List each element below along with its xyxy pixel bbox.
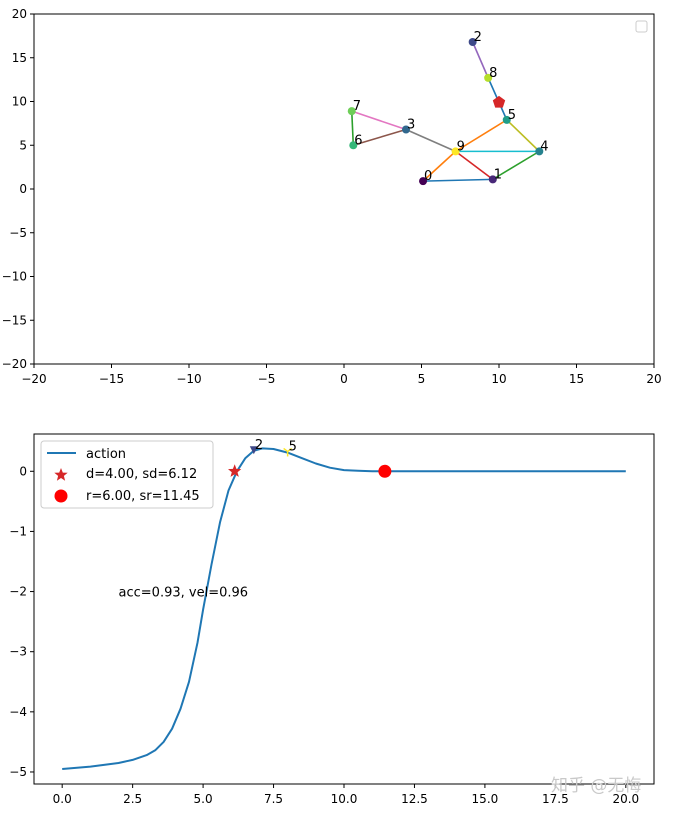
chart2-x-tick-label: 12.5 xyxy=(401,792,428,806)
chart1-point-5 xyxy=(502,115,511,124)
chart1-y-tick-label: −15 xyxy=(2,313,27,327)
legend-action-label: action xyxy=(86,447,126,462)
chart1-point-8 xyxy=(484,73,493,82)
chart2-x-tick-label: 0.0 xyxy=(53,792,72,806)
watermark: 知乎 @无悔 xyxy=(551,776,641,796)
chart1-y-tick-label: 20 xyxy=(12,7,27,21)
chart1-edge-3-6 xyxy=(353,128,407,147)
chart1-point-7 xyxy=(347,107,356,116)
chart2-y-tick-label: 0 xyxy=(19,464,27,478)
chart1-point-label-3: 3 xyxy=(407,118,415,133)
chart1-point-labels: 0 1 2 3 4 5 6 7 8 9 xyxy=(353,30,549,184)
network-scatter-chart: −20 −15 −10 −5 0 5 10 15 20 −20−15−10−505101520 … xyxy=(2,7,662,386)
chart1-point-label-5: 5 xyxy=(508,108,516,123)
chart2-point-label-5: 5 xyxy=(289,439,297,454)
legend-star-marker xyxy=(54,468,68,481)
chart2-x-tick-label: 17.5 xyxy=(542,792,569,806)
chart1-point-label-6: 6 xyxy=(354,133,362,148)
chart2-x-tick-label: 5.0 xyxy=(194,792,213,806)
chart1-point-label-7: 7 xyxy=(353,99,361,114)
chart2-legend-box xyxy=(40,440,214,509)
chart2-y-axis: 0 −1 −2 −3 −4 −5 xyxy=(9,464,34,779)
chart1-target-marker xyxy=(492,95,506,108)
chart2-circle-marker xyxy=(378,464,392,478)
chart1-edge-5-9 xyxy=(455,119,508,153)
chart2-x-tick-label: 7.5 xyxy=(264,792,283,806)
chart1-x-tick-label: −5 xyxy=(258,372,276,386)
chart1-point-1 xyxy=(488,175,497,184)
chart1-edge-3-9 xyxy=(405,128,456,153)
chart2-x-tick-label: 2.5 xyxy=(123,792,142,806)
chart2-x-tick-label: 10.0 xyxy=(331,792,358,806)
chart2-x-tick-label: 20.0 xyxy=(612,792,639,806)
legend-circle-marker xyxy=(54,489,68,503)
chart2-point-label-2: 2 xyxy=(255,438,263,453)
action-line-chart: 0.0 2.5 5.0 7.5 10.0 12.5 15.0 17.5 20.0 0 −1 −2 −3… xyxy=(9,433,655,806)
chart2-x-tick-label: 15.0 xyxy=(472,792,499,806)
chart1-x-tick-label: −10 xyxy=(176,372,201,386)
chart1-edge-0-9 xyxy=(422,150,457,182)
chart2-legend: action d=4.00, sd=6.12 r=6.00, sr=11.45 xyxy=(40,440,214,509)
chart1-x-tick-label: 0 xyxy=(340,372,348,386)
chart1-points xyxy=(347,38,544,186)
chart1-x-tick-label: −15 xyxy=(99,372,124,386)
chart1-empty-legend-box xyxy=(635,20,648,33)
chart1-edge-3-7 xyxy=(351,110,407,131)
legend-star-label: d=4.00, sd=6.12 xyxy=(86,467,197,482)
chart1-point-2 xyxy=(468,38,477,46)
chart1-edge-2-8 xyxy=(471,41,489,79)
chart1-point-label-1: 1 xyxy=(494,167,502,182)
chart2-annotation: acc=0.93, vel=0.96 xyxy=(119,586,249,601)
chart1-point-3 xyxy=(402,125,410,134)
chart2-y-tick-label: −4 xyxy=(9,705,27,719)
chart1-y-tick-label: −5 xyxy=(9,226,27,240)
chart1-point-label-0: 0 xyxy=(424,169,432,184)
chart2-y-tick-label: −1 xyxy=(9,524,27,538)
chart1-edge-6-7 xyxy=(350,111,355,146)
chart2-point-marker-5 xyxy=(283,447,293,457)
chart1-point-9 xyxy=(451,147,460,156)
chart1-point-4 xyxy=(535,147,544,156)
chart1-point-label-4: 4 xyxy=(540,139,548,154)
chart1-y-tick-label: 15 xyxy=(12,51,27,65)
chart1-x-tick-label: 10 xyxy=(491,372,506,386)
chart1-x-tick-label: 15 xyxy=(569,372,584,386)
chart1-y-tick-label: −20 xyxy=(2,357,27,371)
chart1-edges xyxy=(350,41,540,182)
chart1-x-tick-label: 5 xyxy=(418,372,426,386)
chart1-y-tick-label: 0 xyxy=(19,182,27,196)
chart1-plot-frame xyxy=(33,13,655,365)
chart1-edge-0-1 xyxy=(423,178,493,182)
chart2-y-tick-label: −2 xyxy=(9,585,27,599)
chart1-point-label-8: 8 xyxy=(489,66,497,81)
chart1-point-label-9: 9 xyxy=(457,139,465,154)
chart2-y-tick-label: −5 xyxy=(9,765,27,779)
chart1-y-tick-label: 10 xyxy=(12,95,27,109)
chart1-y-tick-label: 5 xyxy=(19,138,27,152)
chart1-point-0 xyxy=(419,177,428,186)
chart1-edge-1-4 xyxy=(492,150,540,181)
chart1-point-label-2: 2 xyxy=(474,30,482,45)
legend-circle-label: r=6.00, sr=11.45 xyxy=(86,489,200,504)
chart1-x-axis: −20 −15 −10 −5 0 5 10 15 20 xyxy=(21,364,662,386)
chart1-y-axis: −20 −15 −10 −5 0 5 10 15 20 xyxy=(2,7,34,371)
chart1-x-tick-label: −20 xyxy=(21,372,46,386)
chart1-x-tick-label: 20 xyxy=(646,372,661,386)
chart1-point-6 xyxy=(349,141,358,150)
chart1-edge-1-9 xyxy=(455,150,494,181)
chart2-star-marker xyxy=(228,464,242,477)
chart2-point-marker-2 xyxy=(249,446,258,455)
chart1-y-tick-label: −10 xyxy=(2,270,27,284)
chart1-edge-4-5 xyxy=(506,119,540,152)
chart2-y-tick-label: −3 xyxy=(9,645,27,659)
chart2-x-axis: 0.0 2.5 5.0 7.5 10.0 12.5 15.0 17.5 20.0 xyxy=(53,784,639,806)
